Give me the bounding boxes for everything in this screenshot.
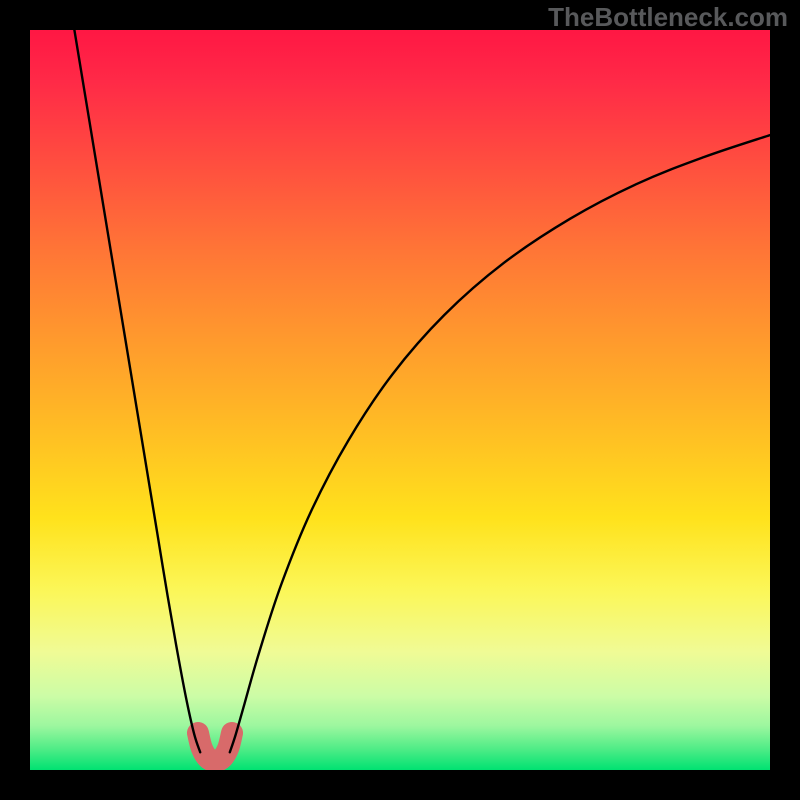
chart-plot-area (30, 30, 770, 770)
dip-marker-path (198, 733, 232, 761)
left-curve-path (74, 30, 200, 752)
watermark-text: TheBottleneck.com (548, 2, 788, 33)
right-curve-path (230, 135, 770, 752)
chart-svg-layer (30, 30, 770, 770)
